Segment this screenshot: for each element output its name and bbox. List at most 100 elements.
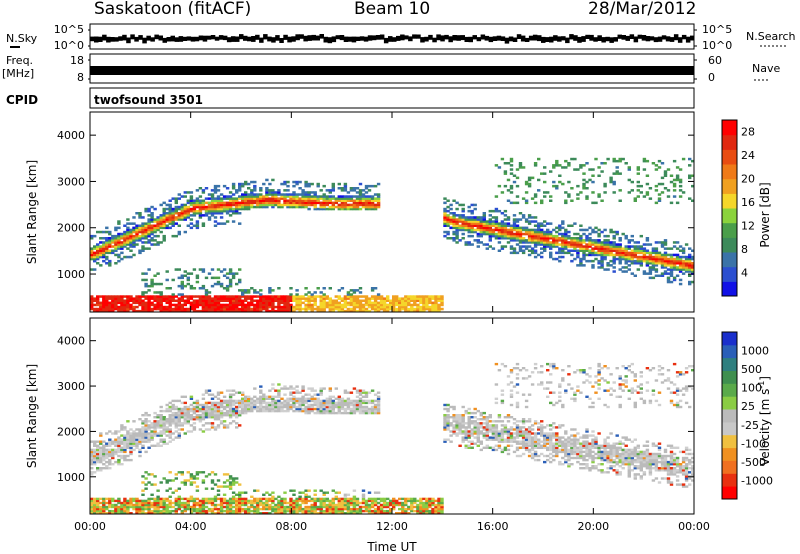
heatmap-cell — [183, 414, 187, 417]
heatmap-cell — [198, 418, 203, 421]
heatmap-cell — [461, 228, 465, 232]
heatmap-cell — [250, 495, 254, 498]
heatmap-cell — [141, 440, 145, 443]
nsky-sample — [138, 35, 143, 40]
heatmap-cell — [606, 234, 610, 238]
heatmap-cell — [129, 234, 133, 238]
heatmap-cell — [219, 305, 224, 309]
heatmap-cell — [494, 226, 499, 230]
heatmap-cell — [253, 501, 257, 505]
heatmap-cell — [189, 272, 194, 275]
heatmap-cell — [603, 191, 607, 194]
heatmap-cell — [301, 385, 305, 388]
heatmap-cell — [228, 416, 233, 419]
heatmap-cell — [138, 226, 142, 230]
nsky-sample — [476, 37, 482, 42]
heatmap-cell — [443, 216, 447, 219]
heatmap-cell — [144, 247, 148, 250]
heatmap-cell — [153, 218, 157, 221]
heatmap-cell — [192, 309, 197, 313]
heatmap-cell — [600, 257, 604, 261]
heatmap-cell — [156, 444, 160, 447]
heatmap-cell — [156, 432, 160, 435]
heatmap-cell — [307, 393, 311, 396]
heatmap-cell — [162, 409, 166, 413]
heatmap-cell — [96, 456, 100, 460]
heatmap-cell — [364, 301, 369, 305]
heatmap-cell — [467, 228, 471, 232]
heatmap-cell — [132, 505, 136, 509]
heatmap-cell — [225, 409, 230, 413]
heatmap-cell — [552, 180, 556, 184]
heatmap-cell — [219, 295, 224, 298]
heatmap-cell — [328, 395, 332, 398]
nave-axis-top: 60 — [708, 54, 722, 67]
heatmap-cell — [500, 230, 505, 234]
heatmap-cell — [286, 307, 290, 311]
heatmap-cell — [120, 424, 124, 427]
heatmap-cell — [135, 503, 139, 507]
heatmap-cell — [491, 234, 496, 238]
heatmap-cell — [259, 203, 263, 207]
heatmap-cell — [286, 184, 290, 188]
heatmap-cell — [289, 407, 293, 411]
heatmap-cell — [591, 201, 595, 205]
heatmap-cell — [256, 203, 260, 207]
heatmap-cell — [117, 226, 121, 230]
nsky-sample — [500, 36, 506, 41]
heatmap-cell — [313, 505, 317, 509]
heatmap-cell — [222, 399, 227, 403]
heatmap-cell — [343, 182, 348, 186]
heatmap-cell — [174, 307, 178, 311]
heatmap-cell — [174, 422, 178, 425]
heatmap-cell — [313, 199, 317, 202]
heatmap-cell — [141, 499, 145, 503]
heatmap-cell — [271, 197, 275, 200]
heatmap-cell — [316, 307, 320, 311]
heatmap-cell — [210, 207, 215, 211]
heatmap-cell — [346, 397, 351, 400]
heatmap-cell — [192, 295, 197, 298]
heatmap-cell — [238, 503, 242, 507]
heatmap-cell — [404, 307, 408, 311]
heatmap-cell — [228, 505, 233, 509]
heatmap-cell — [428, 301, 432, 305]
heatmap-cell — [213, 301, 218, 305]
heatmap-cell — [222, 201, 227, 205]
heatmap-cell — [645, 193, 650, 196]
heatmap-cell — [555, 239, 559, 242]
heatmap-cell — [213, 403, 218, 407]
heatmap-cell — [361, 203, 366, 207]
heatmap-cell — [189, 507, 194, 511]
heatmap-cell — [286, 189, 290, 192]
heatmap-cell — [521, 249, 526, 252]
heatmap-cell — [162, 299, 166, 302]
heatmap-cell — [651, 255, 656, 259]
heatmap-cell — [340, 399, 345, 403]
heatmap-cell — [576, 237, 580, 240]
heatmap-cell — [319, 309, 323, 313]
heatmap-cell — [316, 201, 320, 205]
heatmap-cell — [373, 299, 378, 302]
heatmap-cell — [379, 297, 384, 300]
heatmap-cell — [660, 255, 665, 259]
heatmap-cell — [129, 249, 133, 252]
heatmap-cell — [244, 295, 248, 298]
heatmap-cell — [108, 512, 112, 515]
heatmap-cell — [537, 189, 541, 192]
heatmap-cell — [123, 428, 127, 431]
heatmap-cell — [271, 303, 275, 307]
heatmap-cell — [228, 197, 233, 200]
power-x-axis — [89, 112, 695, 312]
nsky-sample — [210, 35, 216, 40]
heatmap-cell — [228, 422, 233, 425]
nsky-sample — [681, 34, 687, 40]
heatmap-cell — [313, 299, 317, 302]
heatmap-cell — [228, 307, 233, 311]
heatmap-cell — [688, 176, 692, 180]
heatmap-cell — [168, 499, 172, 503]
heatmap-cell — [183, 218, 187, 221]
heatmap-cell — [292, 180, 296, 184]
heatmap-cell — [331, 299, 335, 302]
heatmap-cell — [588, 226, 592, 230]
